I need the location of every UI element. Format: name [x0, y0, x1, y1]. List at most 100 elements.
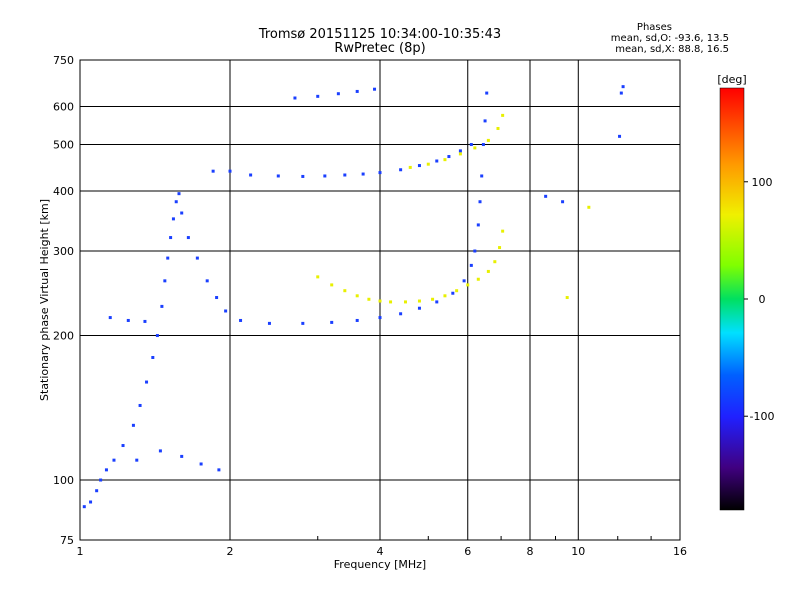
x-axis-label: Frequency [MHz] — [334, 558, 426, 571]
y-tick-label: 200 — [53, 330, 74, 343]
y-tick-label: 600 — [53, 101, 74, 114]
phase-stats-x: mean, sd,X: 88.8, 16.5 — [615, 44, 729, 55]
data-point — [166, 256, 170, 260]
data-point — [443, 294, 447, 298]
data-point — [301, 174, 305, 178]
data-point — [239, 318, 243, 322]
data-point — [89, 500, 93, 504]
data-point — [155, 334, 159, 338]
data-point — [104, 468, 108, 472]
data-point — [373, 87, 377, 91]
data-point — [336, 92, 340, 96]
data-point — [501, 229, 505, 233]
plot-frame — [79, 59, 681, 541]
data-point — [408, 165, 412, 169]
colorbar-ticks: 100 0 -100 — [744, 176, 774, 423]
data-point — [451, 291, 455, 295]
colorbar-unit-label: [deg] — [717, 73, 746, 86]
x-tick-label: 6 — [464, 545, 471, 558]
data-point — [138, 403, 142, 407]
x-tick-label: 8 — [527, 545, 534, 558]
data-point — [403, 300, 407, 304]
data-point — [587, 205, 591, 209]
colorbar-tick-label: 0 — [759, 293, 766, 306]
data-point — [476, 223, 480, 227]
data-point — [131, 423, 135, 427]
data-point — [561, 200, 565, 204]
data-point — [469, 263, 473, 267]
y-tick-label: 500 — [53, 139, 74, 152]
data-point — [276, 174, 280, 178]
data-point — [160, 304, 164, 308]
data-point — [301, 321, 305, 325]
data-point — [447, 155, 451, 159]
data-point — [163, 279, 167, 283]
data-point — [316, 275, 320, 279]
data-point — [199, 462, 203, 466]
data-point — [621, 85, 625, 89]
colorbar-tick-label: -100 — [750, 410, 775, 423]
data-point — [174, 200, 178, 204]
data-point — [177, 192, 181, 196]
data-point — [476, 277, 480, 281]
data-point — [293, 96, 297, 100]
data-point — [330, 283, 334, 287]
data-point — [426, 162, 430, 166]
data-point — [158, 449, 162, 453]
data-point — [565, 296, 569, 300]
data-point — [145, 380, 149, 384]
x-tick-label: 1 — [77, 545, 84, 558]
y-tick-label: 300 — [53, 245, 74, 258]
data-point — [469, 143, 473, 147]
chart-subtitle: RwPretec (8p) — [334, 41, 426, 56]
data-point — [217, 468, 221, 472]
data-point — [618, 134, 622, 138]
grid-lines — [80, 60, 680, 540]
data-points — [82, 85, 625, 509]
data-point — [267, 321, 271, 325]
data-point — [462, 279, 466, 283]
x-tick-label: 2 — [227, 545, 234, 558]
data-point — [435, 300, 439, 304]
x-tick-label: 16 — [673, 545, 687, 558]
x-axis-ticks: 1 2 4 6 8 10 16 — [77, 536, 687, 558]
data-point — [389, 300, 393, 304]
data-point — [417, 299, 421, 303]
data-point — [458, 149, 462, 153]
data-point — [211, 169, 215, 173]
data-point — [496, 126, 500, 130]
data-point — [95, 489, 99, 493]
data-point — [180, 454, 184, 458]
data-point — [228, 169, 232, 173]
data-point — [135, 458, 139, 462]
data-point — [143, 319, 147, 323]
chart-title: Tromsø 20151125 10:34:00-10:35:43 — [258, 27, 502, 42]
y-tick-label: 400 — [53, 185, 74, 198]
data-point — [498, 246, 502, 250]
data-point — [417, 306, 421, 310]
phase-stats-o: mean, sd,O: -93.6, 13.5 — [610, 33, 729, 44]
data-point — [473, 249, 477, 253]
x-tick-label: 4 — [377, 545, 384, 558]
data-point — [249, 173, 253, 177]
data-point — [399, 312, 403, 316]
phase-stats-title: Phases — [636, 22, 672, 33]
data-point — [169, 236, 173, 240]
data-point — [215, 296, 219, 300]
data-point — [435, 159, 439, 163]
data-point — [355, 294, 359, 298]
data-point — [458, 152, 462, 156]
data-point — [355, 89, 359, 93]
data-point — [330, 320, 334, 324]
data-point — [501, 113, 505, 117]
data-point — [316, 94, 320, 98]
y-tick-label: 100 — [53, 474, 74, 487]
data-point — [478, 200, 482, 204]
data-point — [112, 458, 116, 462]
data-point — [544, 194, 548, 198]
data-point — [466, 283, 470, 287]
data-point — [473, 146, 477, 150]
data-point — [343, 173, 347, 177]
data-point — [151, 355, 155, 359]
